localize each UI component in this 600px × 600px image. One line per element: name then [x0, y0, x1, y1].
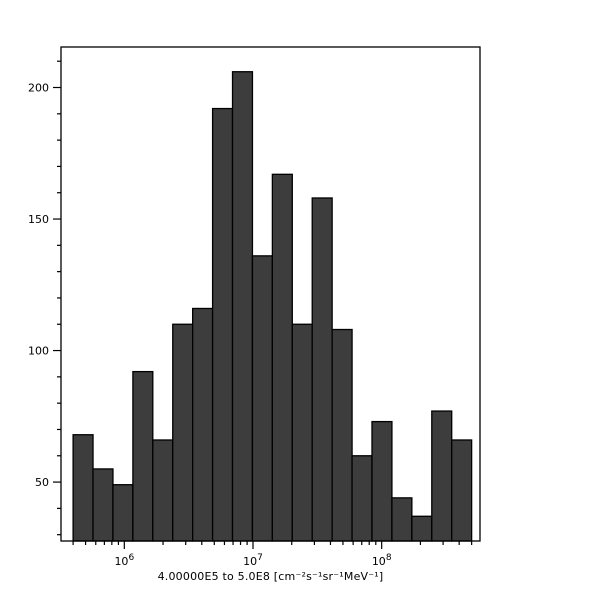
- histogram-bar: [132, 370, 154, 542]
- histogram-bar: [411, 515, 433, 542]
- y-tick-label: 150: [28, 213, 49, 226]
- histogram-bar: [92, 468, 114, 542]
- y-tick-label: 200: [28, 82, 49, 95]
- histogram-bar: [451, 439, 473, 542]
- plot-frame: [60, 46, 481, 542]
- x-axis-label: 4.00000E5 to 5.0E8 [cm⁻²s⁻¹sr⁻¹MeV⁻¹]: [157, 570, 384, 583]
- histogram-bar: [291, 323, 313, 542]
- histogram-bar: [72, 434, 94, 542]
- y-tick-label: 50: [35, 476, 49, 489]
- histogram-bar: [271, 173, 293, 542]
- histogram-bar: [152, 439, 174, 542]
- histogram-bar: [371, 420, 393, 542]
- histogram-bar: [172, 323, 194, 542]
- histogram-bar: [431, 410, 453, 542]
- histogram-bar: [192, 307, 214, 542]
- x-tick-label: 108: [372, 553, 392, 568]
- histogram-bar: [211, 107, 234, 542]
- y-tick-label: 100: [28, 345, 49, 358]
- x-tick-label: 106: [114, 553, 134, 568]
- histogram-bar: [351, 455, 373, 542]
- histogram-bar: [112, 484, 134, 542]
- histogram-bar: [311, 197, 333, 542]
- histogram-bar: [231, 71, 254, 542]
- histogram-bar: [391, 497, 413, 542]
- histogram-bar: [251, 255, 274, 542]
- x-tick-label: 107: [243, 553, 263, 568]
- histogram-bar: [331, 328, 353, 542]
